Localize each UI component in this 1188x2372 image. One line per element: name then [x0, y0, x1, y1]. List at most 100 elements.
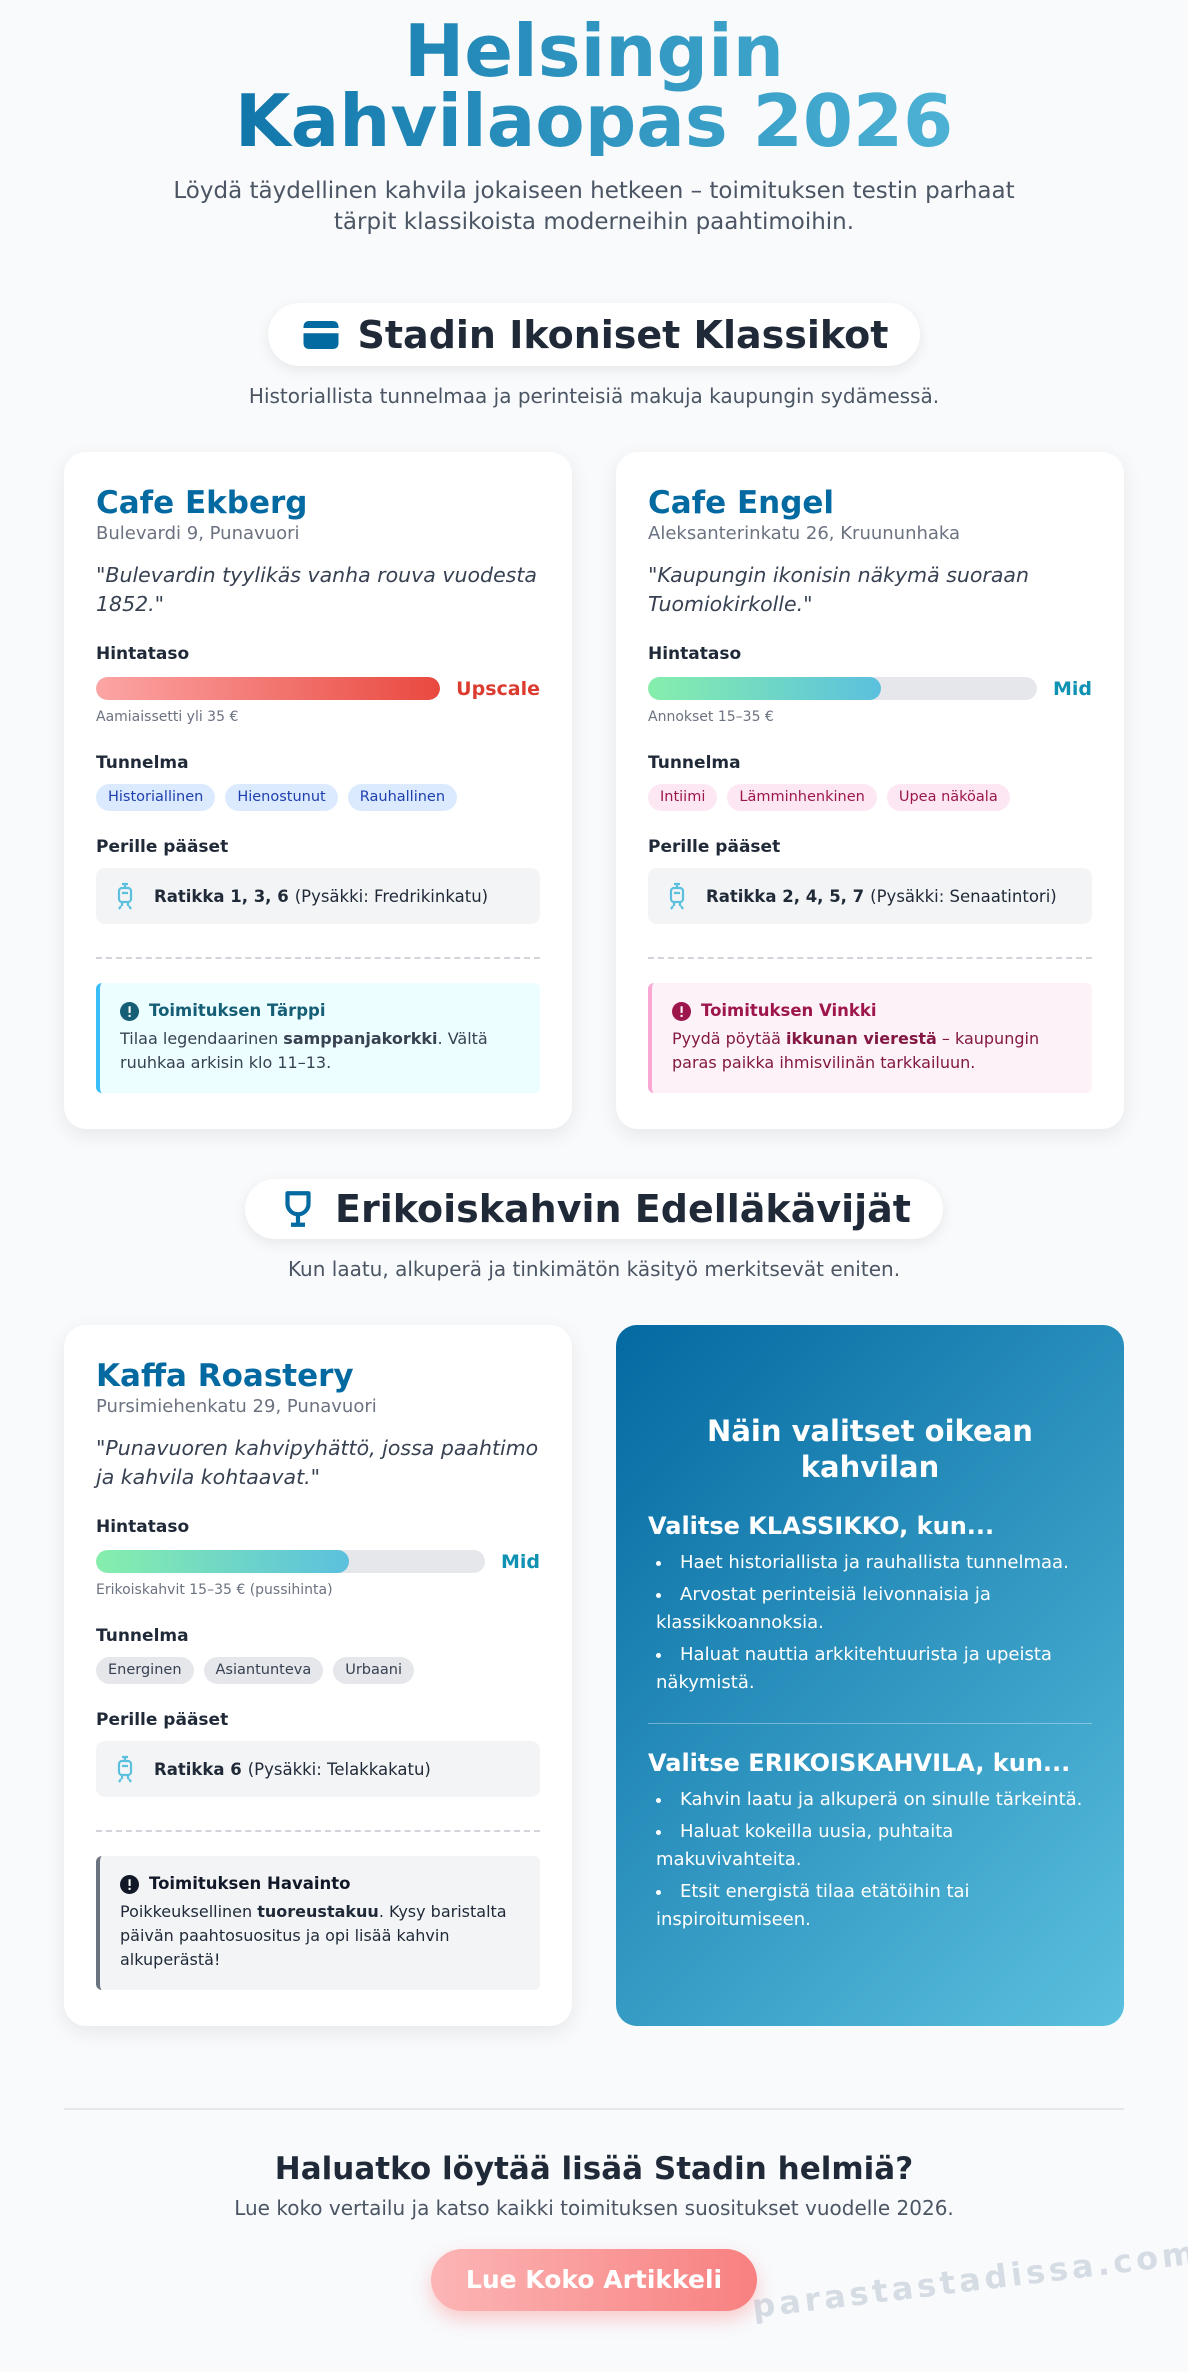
mood-tag: Asiantunteva	[203, 1657, 324, 1684]
price-label: Hintataso	[648, 644, 742, 664]
guide-heading: Valitse KLASSIKKO, kun...	[648, 1512, 995, 1540]
tram-icon-svg	[669, 882, 685, 910]
transport-text: Ratikka 6 (Pysäkki: Telakkakatu)	[154, 1760, 431, 1779]
cafe-card: Cafe Ekberg Bulevardi 9, Punavuori "Buleva…	[64, 452, 572, 1129]
section-icon	[300, 314, 342, 356]
tip-icon	[120, 1001, 139, 1021]
tip-text: Tilaa legendaarinen samppanjakorkki. Väl…	[120, 1027, 520, 1075]
page-title: Helsingin Kahvilaopas 2026	[64, 15, 1124, 157]
cafe-card: Cafe Engel Aleksanterinkatu 26, Kruununha…	[616, 452, 1124, 1129]
tip-title: Toimituksen Havainto	[149, 1874, 351, 1893]
mood-tag: Rauhallinen	[347, 784, 458, 811]
transport-stop: (Pysäkki: Telakkakatu)	[247, 1759, 431, 1779]
price-note: Erikoiskahvit 15–35 € (pussihinta)	[96, 1582, 333, 1598]
tip-text: Pyydä pöytää ikkunan vierestä – kaupungi…	[672, 1027, 1072, 1075]
transport-lines: Ratikka 1, 3, 6	[154, 886, 289, 906]
tip-header: Toimituksen Tärppi	[120, 999, 520, 1023]
transport-label: Perille pääset	[96, 1710, 229, 1730]
tip-icon	[120, 1874, 139, 1894]
mood-tag: Intiimi	[648, 784, 718, 811]
cta-wrap: Lue Koko Artikkeli	[64, 2249, 1124, 2311]
guide-item: Haluat kokeilla uusia, puhtaita makuviva…	[648, 1818, 1092, 1874]
price-track	[96, 1550, 485, 1573]
cta-title: Haluatko löytää lisää Stadin helmiä?	[274, 2151, 914, 2187]
guide-item: Kahvin laatu ja alkuperä on sinulle tärk…	[648, 1786, 1092, 1814]
cafe-address: Pursimiehenkatu 29, Punavuori	[96, 1396, 377, 1417]
tip-text-part: ikkunan vierestä	[786, 1029, 937, 1048]
section: Stadin Ikoniset Klassikot Historiallista …	[64, 303, 1124, 1129]
section-title-pill: Erikoiskahvin Edelläkävijät	[245, 1179, 943, 1239]
tag-list: Historiallinen Hienostunut Rauhallinen	[96, 784, 540, 811]
price-fill	[96, 677, 441, 700]
price-level: Mid	[1052, 677, 1092, 700]
guide-separator	[648, 1723, 1092, 1724]
tip-text-part: samppanjakorkki	[283, 1029, 438, 1048]
mood-tag: Urbaani	[333, 1657, 415, 1684]
footer-divider	[64, 2108, 1124, 2110]
tip-title: Toimituksen Tärppi	[149, 1001, 326, 1020]
cafe-name: Kaffa Roastery	[96, 1358, 354, 1394]
mood-tag: Energinen	[96, 1657, 194, 1684]
tip-header: Toimituksen Vinkki	[672, 999, 1072, 1023]
cafe-card: Kaffa Roastery Pursimiehenkatu 29, Punavu…	[64, 1325, 572, 2026]
tip-text-part: Tilaa legendaarinen	[120, 1029, 284, 1048]
price-row: Upscale	[96, 677, 540, 700]
cta-text: Lue koko vertailu ja katso kaikki toimit…	[234, 2196, 954, 2220]
mood-tag: Historiallinen	[96, 784, 216, 811]
price-label: Hintataso	[96, 644, 190, 664]
tip-text-part: Pyydä pöytää	[672, 1029, 787, 1048]
cta-button[interactable]: Lue Koko Artikkeli	[431, 2249, 757, 2311]
editor-tip: Toimituksen Vinkki Pyydä pöytää ikkunan v…	[648, 983, 1092, 1093]
guide-title: Näin valitset oikean kahvilan	[707, 1414, 1033, 1484]
body: Helsingin Kahvilaopas 2026 Löydä täydelli…	[0, 15, 1188, 2372]
tram-icon	[666, 882, 690, 910]
guide-list: Kahvin laatu ja alkuperä on sinulle tärk…	[648, 1786, 1092, 1938]
transport-box: Ratikka 1, 3, 6 (Pysäkki: Fredrikinkatu)	[96, 868, 540, 924]
price-row: Mid	[648, 677, 1092, 700]
cafe-quote: "Kaupungin ikonisin näkymä suoraan Tuomi…	[648, 563, 1029, 616]
cafe-address: Bulevardi 9, Punavuori	[96, 523, 300, 544]
card-divider	[96, 957, 540, 959]
price-track	[648, 677, 1037, 700]
price-track	[96, 677, 441, 700]
section-pill-wrap: Erikoiskahvin Edelläkävijät	[64, 1179, 1124, 1239]
tip-icon	[672, 1001, 691, 1021]
section-icon-svg	[285, 1191, 311, 1227]
card-divider	[648, 957, 1092, 959]
guide-list: Haet historiallista ja rauhallista tunne…	[648, 1549, 1092, 1701]
price-note: Annokset 15–35 €	[648, 709, 774, 725]
transport-lines: Ratikka 6	[154, 1759, 242, 1779]
mood-tag: Lämminhenkinen	[727, 784, 877, 811]
cafe-name: Cafe Engel	[648, 485, 835, 521]
mood-label: Tunnelma	[648, 753, 741, 773]
price-row: Mid	[96, 1550, 540, 1573]
price-level: Upscale	[456, 677, 540, 700]
tag-list: Intiimi Lämminhenkinen Upea näköala	[648, 784, 1092, 811]
transport-stop: (Pysäkki: Senaatintori)	[870, 886, 1057, 906]
card-divider	[96, 1830, 540, 1832]
tip-text-part: . Kysy baristalta päivän paahtosuositus …	[120, 1902, 507, 1969]
tip-icon-svg	[120, 1874, 139, 1894]
cafe-address: Aleksanterinkatu 26, Kruununhaka	[648, 523, 961, 544]
tram-icon	[114, 882, 138, 910]
guide-item: Etsit energistä tilaa etätöihin tai insp…	[648, 1878, 1092, 1934]
transport-lines: Ratikka 2, 4, 5, 7	[706, 886, 865, 906]
tip-text-part: Poikkeuksellinen	[120, 1902, 258, 1921]
section-description: Historiallista tunnelmaa ja perinteisiä …	[248, 384, 940, 408]
tip-icon-svg	[672, 1001, 691, 1021]
tip-text: Poikkeuksellinen tuoreustakuu. Kysy bari…	[120, 1900, 520, 1972]
cafe-name: Cafe Ekberg	[96, 485, 308, 521]
tip-text-part: tuoreustakuu	[257, 1902, 379, 1921]
cafe-quote: "Bulevardin tyylikäs vanha rouva vuodest…	[96, 563, 537, 616]
page-content: Helsingin Kahvilaopas 2026 Löydä täydelli…	[0, 15, 1188, 2311]
section-icon	[277, 1188, 319, 1230]
transport-text: Ratikka 2, 4, 5, 7 (Pysäkki: Senaatintori…	[706, 887, 1057, 906]
mood-label: Tunnelma	[96, 753, 189, 773]
mood-tag: Hienostunut	[225, 784, 338, 811]
tram-icon	[114, 1755, 138, 1783]
section: Erikoiskahvin Edelläkävijät Kun laatu, al…	[64, 1179, 1124, 2026]
guide-item: Arvostat perinteisiä leivonnaisia ja kla…	[648, 1581, 1092, 1637]
card-grid: Kaffa Roastery Pursimiehenkatu 29, Punavu…	[64, 1325, 1124, 2026]
guide-heading: Valitse ERIKOISKAHVILA, kun...	[648, 1749, 1071, 1777]
